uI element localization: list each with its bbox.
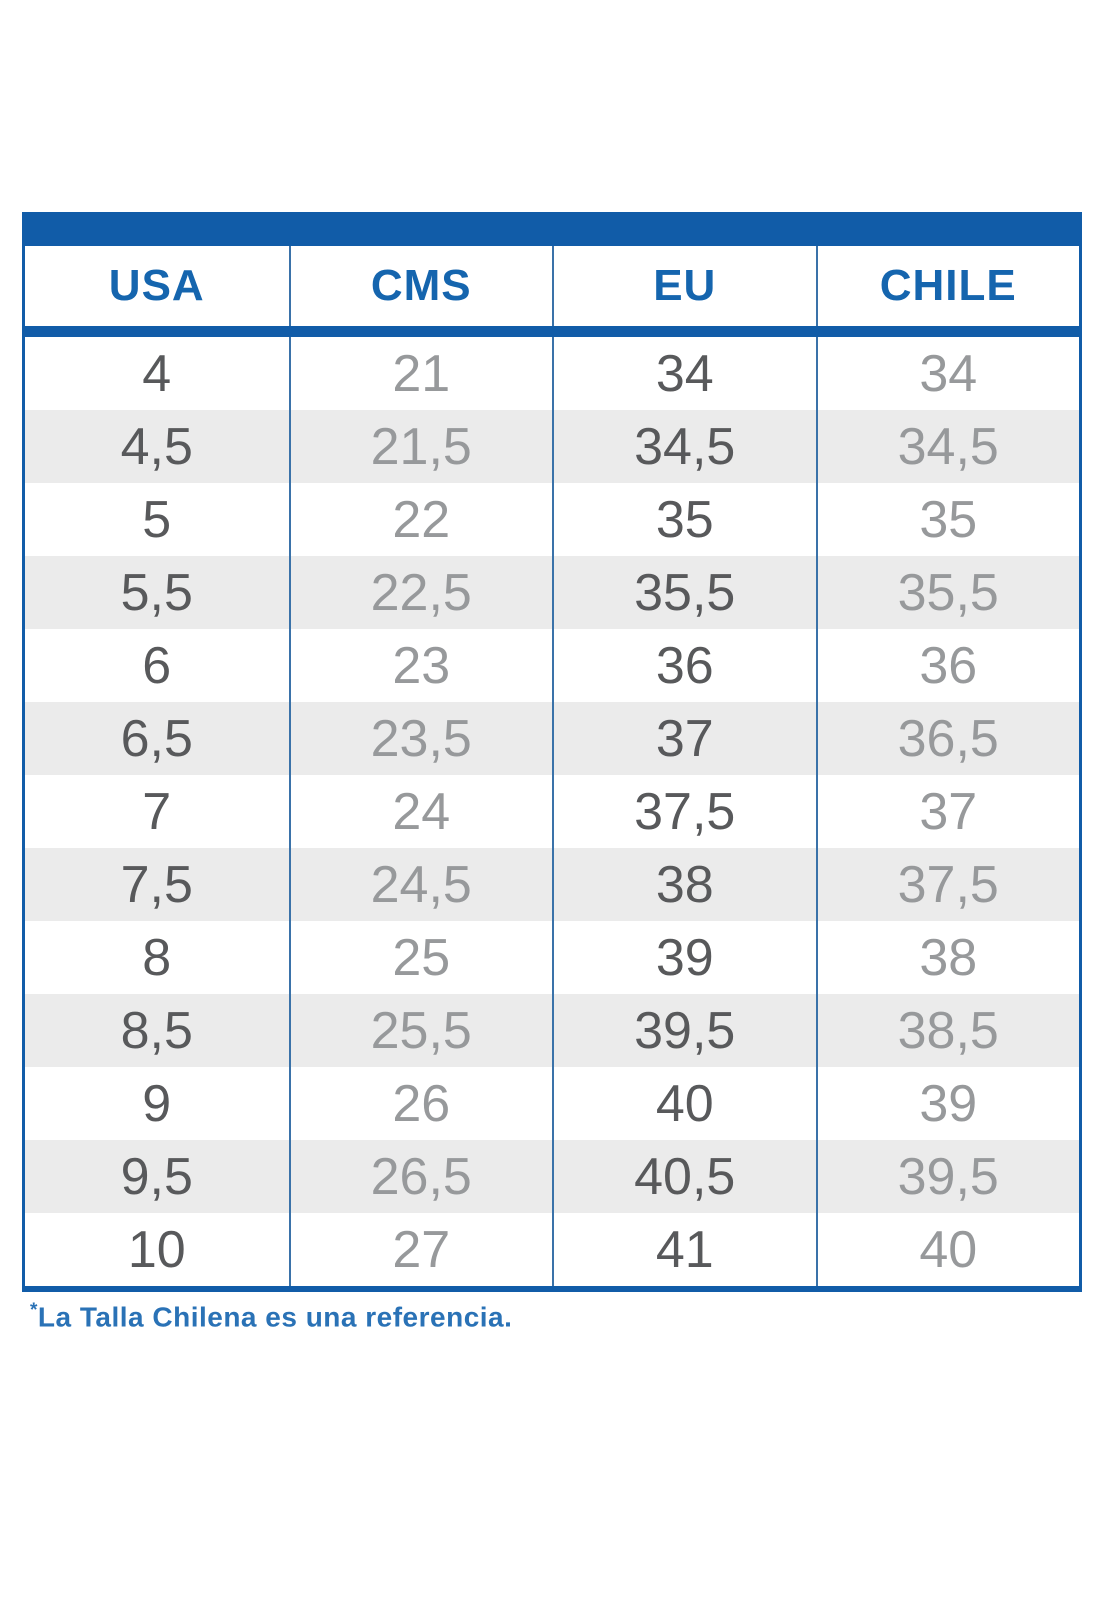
table-cell: 8,5 <box>120 1001 193 1060</box>
table-cell: 40 <box>552 1067 816 1140</box>
table-cell: 26 <box>288 1067 553 1140</box>
table-cell: 39,5 <box>552 994 816 1067</box>
table-cell: 35 <box>815 483 1080 556</box>
table-cell: 4 <box>142 344 172 403</box>
table-cell: 36 <box>552 629 816 702</box>
table-body: 4 21 34 34 4,5 21,5 34,5 34,5 5 22 35 35 5,5 22,5 35,5… <box>22 337 1082 1292</box>
table-cell: 39 <box>815 1067 1080 1140</box>
table-cell: 10 <box>127 1220 186 1279</box>
column-header-eu: EU <box>552 246 816 326</box>
table-row: 6,5 23,5 37 36,5 <box>25 702 1079 775</box>
column-header-chile: CHILE <box>815 246 1080 326</box>
table-cell: 35 <box>552 483 816 556</box>
table-cell: 38,5 <box>815 994 1080 1067</box>
table-cell: 35,5 <box>815 556 1080 629</box>
table-row: 5 22 35 35 <box>25 483 1079 556</box>
table-cell: 26,5 <box>288 1140 553 1213</box>
table-cell: 35,5 <box>552 556 816 629</box>
table-row: 9,5 26,5 40,5 39,5 <box>25 1140 1079 1213</box>
table-cell: 6 <box>142 636 172 695</box>
table-cell: 34,5 <box>815 410 1080 483</box>
table-cell: 34 <box>552 337 816 410</box>
table-row: 10 27 41 40 <box>25 1213 1079 1286</box>
table-row: 4,5 21,5 34,5 34,5 <box>25 410 1079 483</box>
table-cell: 39,5 <box>815 1140 1080 1213</box>
table-row: 9 26 40 39 <box>25 1067 1079 1140</box>
table-cell: 38 <box>815 921 1080 994</box>
table-cell: 40 <box>815 1213 1080 1286</box>
header-separator <box>22 326 1082 337</box>
table-cell: 39 <box>552 921 816 994</box>
column-header-usa: USA <box>108 261 205 310</box>
table-cell: 36,5 <box>815 702 1080 775</box>
table-cell: 38 <box>552 848 816 921</box>
table-cell: 27 <box>288 1213 553 1286</box>
table-header-row: USA CMS EU CHILE <box>22 246 1082 326</box>
table-cell: 37 <box>815 775 1080 848</box>
footnote-text: La Talla Chilena es una referencia. <box>37 1301 513 1333</box>
table-cell: 9 <box>142 1074 172 1133</box>
table-cell: 22 <box>288 483 553 556</box>
table-cell: 23,5 <box>288 702 553 775</box>
table-cell: 24 <box>288 775 553 848</box>
table-cell: 21 <box>288 337 553 410</box>
table-cell: 4,5 <box>120 417 193 476</box>
table-row: 8 25 39 38 <box>25 921 1079 994</box>
table-row: 6 23 36 36 <box>25 629 1079 702</box>
size-conversion-table: USA CMS EU CHILE 4 21 34 34 4,5 21,5 34,5 34,5 5 22 3… <box>22 212 1082 1292</box>
table-cell: 22,5 <box>288 556 553 629</box>
table-cell: 36 <box>815 629 1080 702</box>
table-top-bar <box>22 212 1082 246</box>
table-cell: 7,5 <box>120 855 193 914</box>
table-cell: 5,5 <box>120 563 193 622</box>
table-cell: 21,5 <box>288 410 553 483</box>
table-cell: 9,5 <box>120 1147 193 1206</box>
table-cell: 37,5 <box>552 775 816 848</box>
table-cell: 7 <box>142 782 172 841</box>
table-row: 5,5 22,5 35,5 35,5 <box>25 556 1079 629</box>
table-cell: 5 <box>142 490 172 549</box>
table-cell: 24,5 <box>288 848 553 921</box>
table-row: 7,5 24,5 38 37,5 <box>25 848 1079 921</box>
table-cell: 6,5 <box>120 709 193 768</box>
table-row: 4 21 34 34 <box>25 337 1079 410</box>
table-cell: 23 <box>288 629 553 702</box>
table-cell: 34 <box>815 337 1080 410</box>
table-cell: 40,5 <box>552 1140 816 1213</box>
table-row: 8,5 25,5 39,5 38,5 <box>25 994 1079 1067</box>
footnote: *La Talla Chilena es una referencia. <box>30 1300 512 1333</box>
table-cell: 25,5 <box>288 994 553 1067</box>
table-cell: 41 <box>552 1213 816 1286</box>
table-cell: 8 <box>142 928 172 987</box>
table-cell: 37 <box>552 702 816 775</box>
column-header-cms: CMS <box>288 246 553 326</box>
table-cell: 25 <box>288 921 553 994</box>
table-row: 7 24 37,5 37 <box>25 775 1079 848</box>
footnote-asterisk: * <box>30 1300 38 1321</box>
table-cell: 34,5 <box>552 410 816 483</box>
table-cell: 37,5 <box>815 848 1080 921</box>
